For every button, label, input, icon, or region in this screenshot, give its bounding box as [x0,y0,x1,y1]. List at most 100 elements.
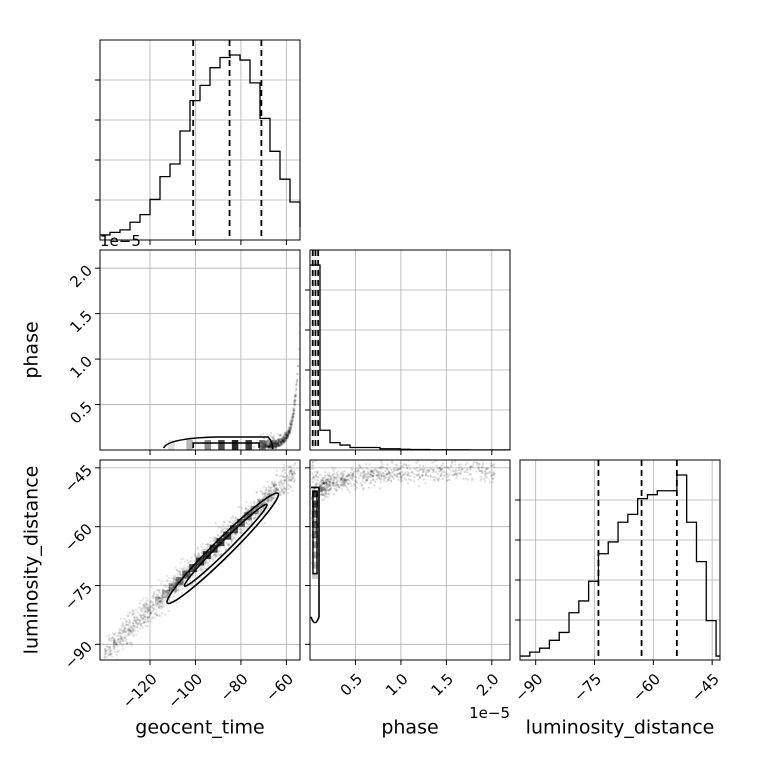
scatter-point [468,466,471,469]
scatter-point [217,525,220,529]
scatter-point [279,481,282,484]
scatter-point [286,483,290,487]
scatter-point [280,441,283,445]
scatter-point [179,582,183,585]
scatter-point [287,478,291,482]
scatter-point [121,639,125,643]
density-cell [245,440,252,450]
scatter-point [162,592,165,595]
scatter-point [296,379,299,382]
scatter-point [432,478,435,482]
scatter-point [408,464,411,467]
scatter-point [285,474,289,478]
scatter-point [276,442,279,445]
scatter-point [285,436,288,439]
scatter-point [253,501,256,504]
scatter-point [281,439,285,442]
y-tick-label: 2.0 [66,261,96,291]
scatter-point [286,431,290,435]
scatter-point [322,482,326,485]
scatter-point [296,373,299,376]
scatter-point [475,464,479,467]
scatter-point [413,475,416,479]
scatter-point [325,482,328,485]
scatter-point [295,388,298,391]
scatter-point [443,474,447,477]
scatter-point [124,628,127,631]
scatter-point [174,581,177,584]
scatter-point [201,569,204,572]
scatter-point [484,467,488,471]
scatter-point [362,471,365,475]
scatter-point [197,552,200,555]
scatter-point [330,477,333,480]
scatter-point [147,603,151,606]
scatter-point [320,488,324,492]
panel-2d-phase-luminosity: 0.5 1.0 1.5 2.0 [305,459,511,700]
scatter-point [321,487,324,490]
x-tick-label: 0.5 [337,670,367,700]
scatter-point [194,555,197,558]
y-offset-text-phase: 1e−5 [100,232,141,250]
scatter-point [264,488,268,492]
scatter-point [400,474,403,478]
scatter-point [490,473,493,476]
scatter-point [277,440,280,444]
scatter-point [341,475,345,478]
scatter-point [221,527,224,530]
scatter-point [136,625,139,629]
scatter-point [132,634,136,638]
scatter-point [116,640,120,644]
scatter-point [429,475,432,478]
scatter-point [144,603,148,607]
scatter-point [332,493,336,496]
scatter-point [159,607,162,610]
scatter-point [390,474,393,477]
scatter-point [239,531,242,535]
scatter-point [124,630,127,634]
scatter-point [323,497,326,501]
scatter-point [406,482,410,485]
scatter-point [142,621,145,625]
scatter-point [152,607,156,611]
scatter-point [143,610,147,613]
scatter-point [319,487,322,490]
scatter-point [421,470,425,474]
scatter-point [284,439,288,442]
scatter-point [142,620,146,624]
scatter-point [463,470,466,473]
scatter-point [109,646,112,649]
scatter-point [291,417,294,420]
scatter-point [281,440,285,443]
scatter-point [166,589,169,592]
scatter-point [259,503,263,506]
scatter-point [322,487,326,490]
scatter-point [281,440,284,443]
scatter-point [311,461,314,464]
scatter-point [324,492,327,495]
scatter-point [127,628,130,631]
scatter-point [279,493,283,496]
scatter-point [338,480,342,483]
scatter-point [345,479,348,482]
scatter-point [292,471,296,475]
scatter-point [127,611,130,614]
scatter-point [332,483,336,486]
scatter-point [162,590,165,593]
scatter-point [327,488,330,492]
scatter-point [268,445,271,448]
scatter-point [382,479,385,482]
histogram-luminosity_distance [520,474,720,657]
scatter-point [275,442,279,446]
scatter-point [174,591,177,594]
scatter-point [273,443,276,446]
scatter-point [117,629,121,632]
panel-hist-luminosity-distance: −90 −75 −60 −45 [511,459,723,705]
scatter-point [140,624,143,628]
scatter-point [276,442,279,446]
scatter-point [275,441,279,445]
scatter-point [325,479,329,482]
scatter-point [157,596,161,599]
scatter-point [319,478,323,482]
